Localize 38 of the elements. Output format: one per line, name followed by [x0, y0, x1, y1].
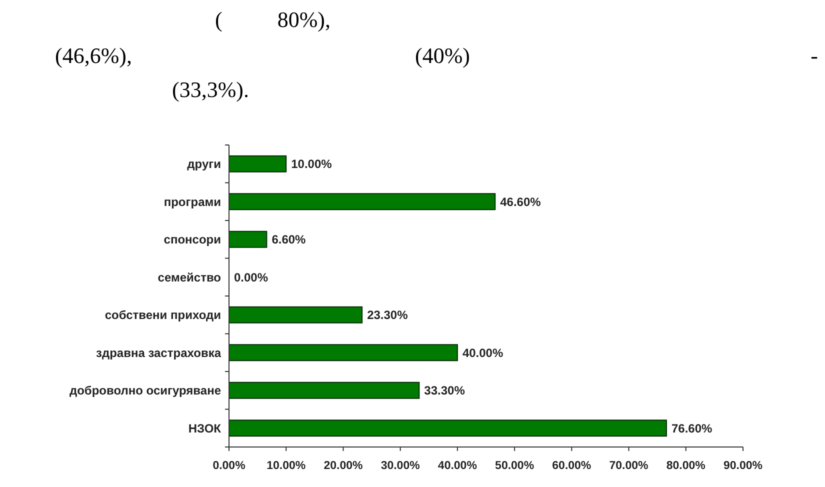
x-tick-label: 30.00% [380, 460, 420, 472]
bar [228, 382, 420, 399]
x-tick-label: 90.00% [723, 460, 763, 472]
x-tick-label: 40.00% [438, 460, 477, 472]
x-tick-label: 50.00% [495, 460, 534, 472]
data-label: 23.30% [367, 308, 408, 322]
text: (33,3%). [172, 77, 249, 102]
y-tick-label: НЗОК [188, 421, 222, 436]
y-tick-label: собствени приходи [104, 308, 221, 322]
data-label: 0.00% [234, 270, 268, 284]
x-tick-label: 20.00% [324, 460, 363, 472]
y-tick-label: други [187, 157, 221, 172]
y-tick-label: програми [164, 194, 221, 209]
y-tick-label: доброволно осигуряване [69, 384, 222, 398]
y-tick-label: здравна застраховка [96, 346, 222, 360]
text: - [810, 43, 818, 68]
x-tick-label: 70.00% [609, 460, 648, 472]
bar [228, 344, 458, 362]
text: (40%) [415, 43, 470, 68]
x-tick-label: 60.00% [552, 460, 592, 472]
x-tick-label: 10.00% [266, 460, 306, 472]
bar [228, 230, 268, 248]
text: (46,6%), [55, 43, 132, 68]
bar [228, 193, 496, 210]
x-tick-label: 0.00% [212, 460, 246, 472]
data-label: 10.00% [291, 157, 332, 172]
text: ( 80%), [215, 7, 330, 32]
bar [228, 155, 287, 172]
y-tick-label: семейство [158, 270, 221, 284]
data-label: 33.30% [424, 384, 466, 398]
data-label: 6.60% [272, 232, 306, 247]
x-tick-label: 80.00% [666, 460, 706, 472]
data-label: 46.60% [500, 194, 542, 209]
y-tick-label: спонсори [164, 232, 221, 247]
data-label: 76.60% [671, 421, 712, 436]
bar [228, 306, 363, 324]
bar [228, 420, 667, 437]
data-label: 40.00% [462, 346, 504, 360]
